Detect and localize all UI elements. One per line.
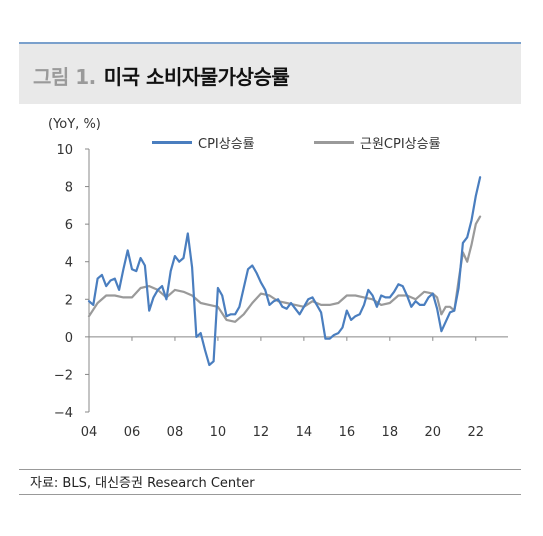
figure-title: 그림 1. 미국 소비자물가상승률 [33,61,290,90]
y-tick-label: 4 [65,256,73,271]
x-tick-label: 10 [210,425,227,440]
x-tick-label: 18 [382,425,399,440]
y-tick-label: −4 [54,406,73,421]
legend-swatch-core-cpi [314,141,354,144]
y-tick-label: −2 [54,368,73,383]
figure-title-text: 미국 소비자물가상승률 [103,65,290,89]
x-tick-label: 06 [124,425,141,440]
unit-label: (YoY, %) [48,117,101,132]
source-rule-top [19,469,521,470]
figure-number: 그림 1. [33,65,96,89]
y-tick-label: 8 [65,181,73,196]
x-tick-label: 14 [296,425,313,440]
source-rule-bottom [19,494,521,495]
source-note: 자료: BLS, 대신증권 Research Center [30,476,255,491]
x-tick-label: 16 [339,425,356,440]
y-tick-label: 2 [65,293,73,308]
y-tick-label: 6 [65,218,73,233]
y-tick-label: 10 [56,143,73,158]
top-rule [19,42,521,44]
series-line-cpi [87,176,482,367]
legend-swatch-cpi [152,141,192,144]
y-tick-label: 0 [65,331,73,346]
legend-label-cpi: CPI상승률 [198,137,255,152]
series-line-core-cpi [87,215,482,323]
x-tick-label: 04 [81,425,98,440]
legend-label-core-cpi: 근원CPI상승률 [360,137,441,152]
legend-item-core-cpi: 근원CPI상승률 [314,133,441,152]
legend-item-cpi: CPI상승률 [152,133,255,152]
x-tick-label: 12 [253,425,270,440]
x-tick-label: 22 [467,425,484,440]
x-tick-label: 08 [167,425,184,440]
title-band: 그림 1. 미국 소비자물가상승률 [19,44,521,104]
x-tick-label: 20 [425,425,442,440]
